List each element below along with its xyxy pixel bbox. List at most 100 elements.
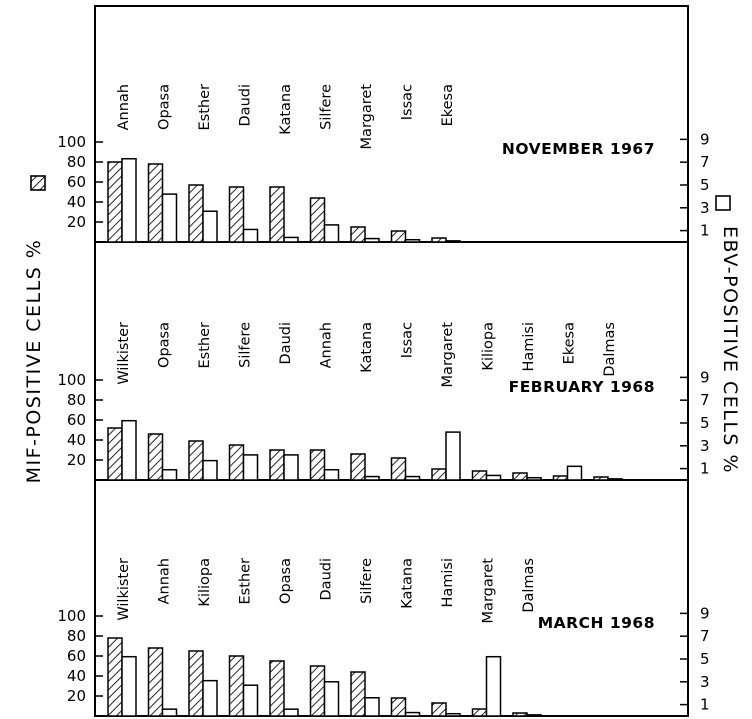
ebv-bar (161, 468, 178, 481)
left-axis-label: MIF-POSITIVE CELLS % (23, 239, 45, 484)
right-tick-label: 3 (700, 199, 710, 217)
ebv-bar (404, 711, 421, 717)
category-label: Opasa (157, 322, 173, 368)
ebv-bar (445, 431, 461, 481)
right-tick-label: 9 (700, 130, 710, 148)
category-label: Katana (278, 84, 294, 135)
left-tick-label: 100 (57, 607, 86, 625)
mif-bar (390, 457, 407, 481)
ebv-bar (283, 708, 299, 717)
mif-bar (188, 650, 204, 717)
chart-frame (94, 5, 689, 717)
right-tick-label: 5 (700, 176, 710, 194)
ebv-bar (202, 679, 218, 717)
left-tick-label: 60 (67, 647, 86, 665)
panel-2: 20 40 60 80 100 1 3 5 7 9 FEBRUARY 1968 Wilkister Op… (57, 322, 710, 481)
mif-bar (228, 444, 245, 481)
category-label: Annah (319, 322, 335, 368)
panel-title: MARCH 1968 (538, 614, 655, 632)
mif-bar (350, 453, 366, 481)
category-label: Wilkister (116, 322, 132, 385)
right-tick-label: 9 (700, 368, 710, 386)
ebv-bar (121, 158, 137, 243)
category-label: Margaret (359, 84, 375, 150)
category-label: Daudi (278, 322, 294, 364)
mif-bar (228, 186, 245, 243)
category-label: Opasa (157, 84, 173, 130)
category-label: Kiliopa (481, 322, 497, 371)
ebv-bar (202, 210, 218, 243)
panel-title: NOVEMBER 1967 (502, 140, 655, 158)
category-label: Opasa (278, 558, 294, 604)
ebv-bar (202, 459, 218, 481)
right-tick-label: 7 (700, 153, 710, 171)
left-tick-label: 20 (67, 451, 86, 469)
panel-title: FEBRUARY 1968 (509, 378, 655, 396)
ebv-bar (323, 224, 340, 243)
right-tick-label: 1 (700, 460, 710, 478)
right-tick-label: 1 (700, 222, 710, 240)
category-label: Daudi (238, 84, 254, 126)
ebv-bar (161, 193, 178, 243)
ebv-bar (323, 681, 340, 717)
category-label: Issac (400, 322, 416, 358)
left-tick-label: 60 (67, 411, 86, 429)
right-tick-label: 3 (700, 673, 710, 691)
mif-bar (228, 655, 245, 717)
ebv-bar (404, 238, 421, 243)
category-label: Annah (157, 558, 173, 604)
mif-bar (471, 708, 488, 717)
ebv-bar (364, 475, 380, 481)
category-label: Esther (197, 322, 213, 369)
panel-3: 20 40 60 80 100 1 3 5 7 9 MARCH 1968 Wilkister Annah… (57, 558, 710, 717)
mif-bar (431, 702, 447, 717)
ebv-bar (445, 240, 461, 243)
category-label: Katana (400, 558, 416, 609)
ebv-bar (161, 708, 178, 717)
mif-bar (107, 637, 123, 717)
right-axis-label: EBV-POSITIVE CELLS % (719, 226, 741, 474)
mif-bar (390, 697, 407, 717)
ebv-bar (526, 714, 542, 717)
mif-bar (309, 665, 326, 717)
left-tick-label: 80 (67, 627, 86, 645)
category-label: Hamisi (440, 558, 456, 608)
ebv-bar (242, 228, 259, 243)
ebv-bar (121, 655, 137, 717)
ebv-bar (485, 474, 502, 481)
mif-bar (188, 440, 204, 481)
left-tick-label: 20 (67, 687, 86, 705)
left-tick-label: 20 (67, 213, 86, 231)
category-label: Dalmas (602, 322, 618, 377)
mif-bar (309, 197, 326, 243)
ebv-bar (283, 236, 299, 243)
left-tick-label: 80 (67, 391, 86, 409)
category-label: Ekesa (440, 84, 456, 126)
left-tick-label: 100 (57, 133, 86, 151)
ebv-bar (404, 475, 421, 481)
mif-bar (147, 163, 164, 243)
mif-bar (471, 470, 488, 481)
mif-bar (390, 230, 407, 243)
left-axis-hatch-swatch (30, 175, 46, 191)
ebv-bar (607, 478, 623, 481)
left-tick-label: 40 (67, 431, 86, 449)
mif-bar (269, 186, 285, 243)
category-label: Ekesa (562, 322, 578, 364)
mif-bar (593, 476, 609, 481)
panel-1: 20 40 60 80 100 1 3 5 7 9 NOVEMBER 1967 Annah Opasa E… (57, 84, 710, 243)
left-tick-label: 100 (57, 371, 86, 389)
mif-bar (107, 161, 123, 243)
mif-bar (269, 660, 285, 717)
category-label: Wilkister (116, 558, 132, 621)
category-label: Daudi (319, 558, 335, 600)
right-axis-open-swatch (715, 195, 731, 211)
category-label: Dalmas (521, 558, 537, 613)
mif-bar (309, 449, 326, 481)
mif-bar (350, 226, 366, 243)
category-label: Silfere (319, 84, 335, 130)
category-label: Kiliopa (197, 558, 213, 607)
right-tick-label: 3 (700, 437, 710, 455)
category-label: Annah (116, 84, 132, 130)
